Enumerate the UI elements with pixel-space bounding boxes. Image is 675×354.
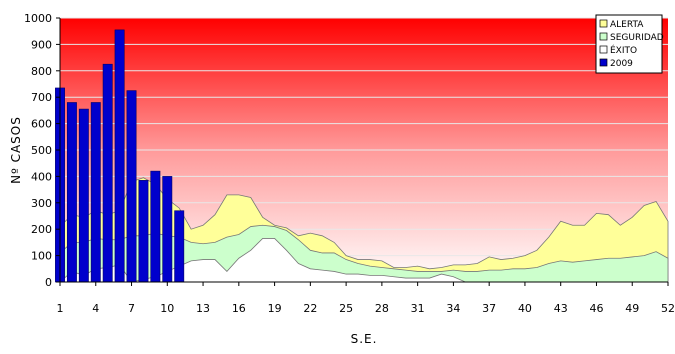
legend-swatch bbox=[599, 19, 608, 28]
x-tick-label: 1 bbox=[57, 302, 64, 315]
y-axis-label: Nº CASOS bbox=[9, 116, 23, 184]
bar-2009 bbox=[174, 210, 185, 283]
x-axis-label: S.E. bbox=[351, 332, 378, 346]
bar-2009 bbox=[90, 102, 101, 283]
x-tick-label: 16 bbox=[232, 302, 246, 315]
legend-label: ÉXITO bbox=[610, 44, 637, 56]
x-tick-label: 43 bbox=[554, 302, 568, 315]
y-tick-label: 0 bbox=[45, 276, 52, 289]
legend-label: ALERTA bbox=[610, 20, 644, 30]
bar-2009 bbox=[138, 180, 149, 283]
x-tick-label: 22 bbox=[303, 302, 317, 315]
bar-2009 bbox=[162, 176, 173, 283]
x-tick-label: 49 bbox=[625, 302, 639, 315]
series-bars bbox=[55, 29, 185, 283]
x-tick-label: 10 bbox=[160, 302, 174, 315]
bar-2009 bbox=[114, 29, 125, 283]
x-axis-ticks: 1 4 7 10 13 16 19 22 25 28 31 34 37 40 43 46 49 52 bbox=[57, 282, 675, 315]
y-tick-label: 500 bbox=[31, 144, 52, 157]
x-tick-label: 46 bbox=[589, 302, 603, 315]
legend-label: 2009 bbox=[610, 59, 633, 69]
y-tick-label: 800 bbox=[31, 65, 52, 78]
y-tick-label: 900 bbox=[31, 38, 52, 51]
legend-label: SEGURIDAD bbox=[610, 33, 664, 43]
x-tick-label: 28 bbox=[375, 302, 389, 315]
legend-swatch bbox=[599, 32, 608, 41]
y-tick-label: 700 bbox=[31, 91, 52, 104]
x-tick-label: 37 bbox=[482, 302, 496, 315]
x-tick-label: 25 bbox=[339, 302, 353, 315]
x-tick-label: 52 bbox=[661, 302, 675, 315]
x-tick-label: 13 bbox=[196, 302, 210, 315]
x-tick-label: 7 bbox=[128, 302, 135, 315]
bar-2009 bbox=[126, 90, 137, 283]
y-tick-label: 600 bbox=[31, 118, 52, 131]
x-tick-label: 40 bbox=[518, 302, 532, 315]
bar-2009 bbox=[66, 102, 77, 283]
y-tick-label: 100 bbox=[31, 250, 52, 263]
bar-2009 bbox=[78, 108, 89, 283]
y-tick-label: 400 bbox=[31, 170, 52, 183]
bar-2009 bbox=[102, 63, 113, 283]
x-tick-label: 19 bbox=[268, 302, 282, 315]
y-tick-label: 1000 bbox=[24, 12, 52, 25]
legend-swatch bbox=[599, 45, 608, 54]
x-tick-label: 31 bbox=[411, 302, 425, 315]
y-tick-label: 200 bbox=[31, 223, 52, 236]
y-axis-ticks: 0 100 200 300 400 500 600 700 800 900 1000 bbox=[24, 12, 60, 289]
bar-2009 bbox=[150, 170, 161, 283]
y-tick-label: 300 bbox=[31, 197, 52, 210]
x-tick-label: 34 bbox=[446, 302, 460, 315]
x-tick-label: 4 bbox=[92, 302, 99, 315]
legend-swatch bbox=[599, 58, 608, 67]
